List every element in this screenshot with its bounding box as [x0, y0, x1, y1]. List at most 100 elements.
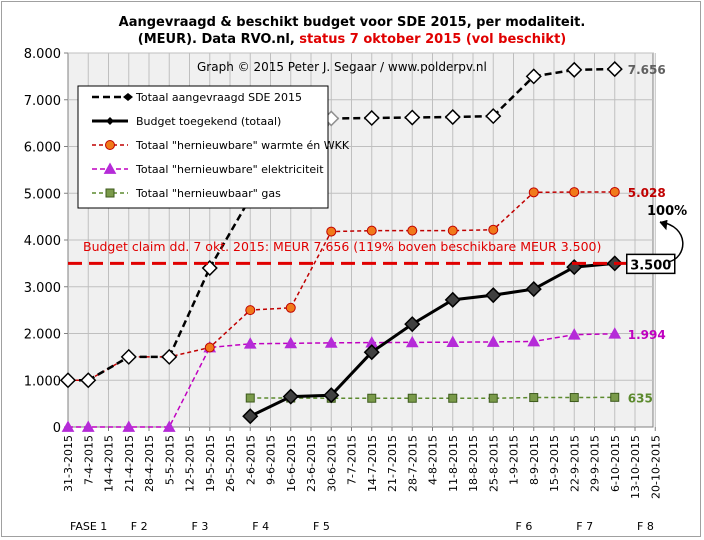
chart-title-line2: (MEUR). Data RVO.nl, status 7 oktober 20…	[0, 32, 704, 47]
x-tick-label: 18-8-2015	[467, 435, 480, 492]
legend: Totaal aangevraagd SDE 2015 Budget toegek…	[77, 85, 350, 209]
legend-item-gas: Totaal "hernieuwbaar" gas	[92, 187, 281, 200]
end-label-aangevraagd: 7.656	[628, 63, 666, 77]
credit-text: Graph © 2015 Peter J. Segaar / www.polde…	[197, 60, 487, 74]
data-point	[567, 328, 581, 340]
data-point	[488, 224, 499, 235]
data-point	[525, 281, 542, 298]
x-tick-label: 16-6-2015	[285, 435, 298, 492]
data-point	[444, 291, 461, 308]
legend-label: Totaal "hernieuwbare" warmte én WKK	[135, 139, 350, 152]
percent-label: 100%	[647, 204, 687, 219]
phase-label: F 8	[637, 520, 654, 533]
x-tick-label: 8-9-2015	[528, 435, 541, 485]
data-point	[528, 187, 539, 198]
y-tick-label: 3.000	[24, 281, 61, 296]
data-point	[609, 186, 620, 197]
series-line-segment	[87, 355, 130, 382]
data-point	[606, 61, 623, 78]
data-point	[446, 335, 460, 348]
data-point	[162, 420, 176, 432]
data-point	[324, 336, 338, 348]
data-point	[105, 188, 115, 198]
data-point	[569, 393, 579, 403]
end-label-elektriciteit: 1.994	[628, 328, 666, 342]
series-elektriciteit	[61, 327, 622, 432]
series-toegekend	[242, 255, 623, 425]
legend-item-elektriciteit: Totaal "hernieuwbare" elektriciteit	[92, 162, 324, 176]
x-tick-label: 28-4-2015	[143, 435, 156, 492]
data-point	[161, 348, 178, 365]
series-line-segment	[492, 75, 535, 118]
data-point	[566, 61, 583, 78]
x-tick-label: 25-8-2015	[487, 435, 500, 492]
data-point	[285, 302, 296, 313]
data-point	[407, 225, 418, 236]
x-tick-label: 30-6-2015	[325, 435, 338, 492]
data-point	[122, 420, 136, 432]
phase-label: F 4	[252, 520, 269, 533]
end-label-box	[626, 253, 676, 275]
phase-label: F 5	[313, 520, 330, 533]
data-point	[529, 393, 539, 403]
data-point	[405, 335, 419, 348]
curved-arrow	[659, 221, 684, 263]
phase-labels-layer: FASE 1 F 2 F 3 F 4 F 5 F 6 F 7 F 8	[70, 520, 654, 533]
data-point	[610, 392, 620, 402]
phase-label: F 2	[131, 520, 148, 533]
data-point	[120, 348, 137, 365]
legend-marker	[123, 93, 133, 101]
legend-item-toegekend: Budget toegekend (totaal)	[92, 115, 281, 128]
x-tick-label: 11-8-2015	[447, 435, 460, 492]
legend-box	[77, 85, 329, 209]
y-tick-label: 4.000	[24, 234, 61, 249]
chart-title-source: (MEUR). Data RVO.nl,	[137, 32, 300, 47]
x-tick-label: 12-5-2015	[184, 435, 197, 492]
axis-layer: 0 1.000 2.000 3.000 4.000 5.000 6.000 7.000 8.00…	[24, 47, 662, 499]
x-tick-label: 26-5-2015	[224, 435, 237, 492]
data-point	[488, 393, 498, 403]
x-tick-label: 21-7-2015	[386, 435, 399, 492]
x-tick-label: 4-8-2015	[427, 435, 440, 485]
end-label-toegekend: 3.500	[630, 258, 671, 273]
phase-label: F 7	[576, 520, 593, 533]
data-point	[485, 108, 502, 125]
x-tick-label: 13-10-2015	[629, 435, 642, 499]
phase-label: F 3	[192, 520, 209, 533]
y-tick-label: 7.000	[24, 94, 61, 109]
data-point	[404, 316, 421, 333]
data-point	[103, 162, 117, 174]
x-tick-label: 9-6-2015	[265, 435, 278, 485]
data-point	[407, 393, 417, 403]
arrow-head	[659, 219, 668, 231]
data-point	[61, 420, 75, 432]
legend-item-warmte: Totaal "hernieuwbare" warmte én WKK	[92, 139, 350, 152]
data-point	[448, 393, 458, 403]
budget-claim-note: Budget claim dd. 7 okt. 2015: MEUR 7.656…	[83, 239, 601, 254]
series-line-segment	[168, 267, 211, 358]
legend-label: Budget toegekend (totaal)	[136, 115, 281, 128]
x-tick-label: 20-10-2015	[649, 435, 662, 499]
y-tick-label: 5.000	[24, 187, 61, 202]
data-point	[486, 335, 500, 347]
y-tick-label: 0	[53, 421, 61, 436]
data-point	[444, 108, 461, 126]
data-point	[326, 226, 337, 237]
legend-label: Totaal aangevraagd SDE 2015	[135, 91, 302, 104]
legend-label: Totaal "hernieuwbare" elektriciteit	[135, 163, 324, 176]
data-point	[367, 393, 377, 403]
data-point	[447, 225, 458, 236]
x-tick-label: 22-9-2015	[568, 435, 581, 492]
x-tick-label: 1-9-2015	[508, 435, 521, 485]
data-point	[204, 342, 215, 353]
data-point	[245, 393, 255, 403]
legend-item-aangevraagd: Totaal aangevraagd SDE 2015	[92, 91, 302, 104]
y-tick-label: 8.000	[24, 47, 61, 62]
x-tick-label: 7-4-2015	[82, 435, 95, 485]
data-point	[80, 372, 97, 389]
end-label-warmte: 5.028	[628, 186, 666, 200]
data-point	[366, 225, 377, 236]
legend-label: Totaal "hernieuwbaar" gas	[135, 187, 281, 200]
